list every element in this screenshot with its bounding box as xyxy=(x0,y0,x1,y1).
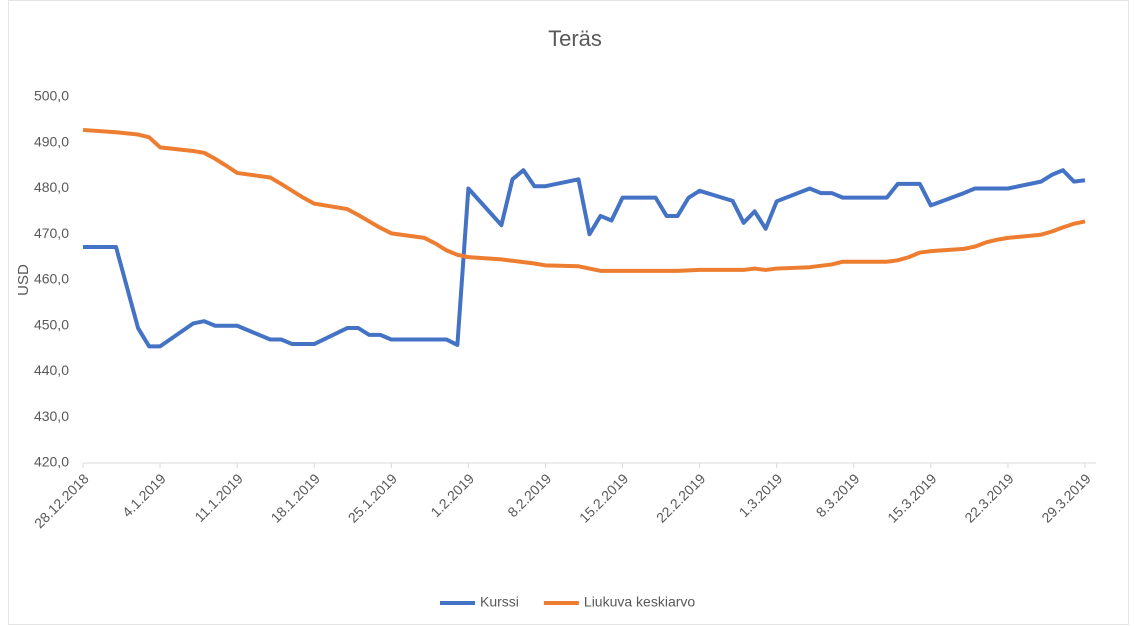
y-tick-label: 420,0 xyxy=(34,454,69,470)
y-tick-label: 470,0 xyxy=(34,225,69,241)
line-series xyxy=(82,127,1086,273)
y-tick-label: 490,0 xyxy=(34,133,69,149)
line-series xyxy=(83,168,1086,349)
chart-area xyxy=(8,0,1129,625)
y-tick-label: 430,0 xyxy=(34,408,69,424)
legend-label: Kurssi xyxy=(480,594,519,610)
y-tick-label: 500,0 xyxy=(34,88,69,104)
y-tick-label: 460,0 xyxy=(34,271,69,287)
y-tick-label: 450,0 xyxy=(34,316,69,332)
chart-title: Teräs xyxy=(548,26,602,51)
y-axis-label: USD xyxy=(15,264,32,296)
y-tick-label: 480,0 xyxy=(34,179,69,195)
legend-label: Liukuva keskiarvo xyxy=(584,594,695,610)
y-tick-label: 440,0 xyxy=(34,362,69,378)
